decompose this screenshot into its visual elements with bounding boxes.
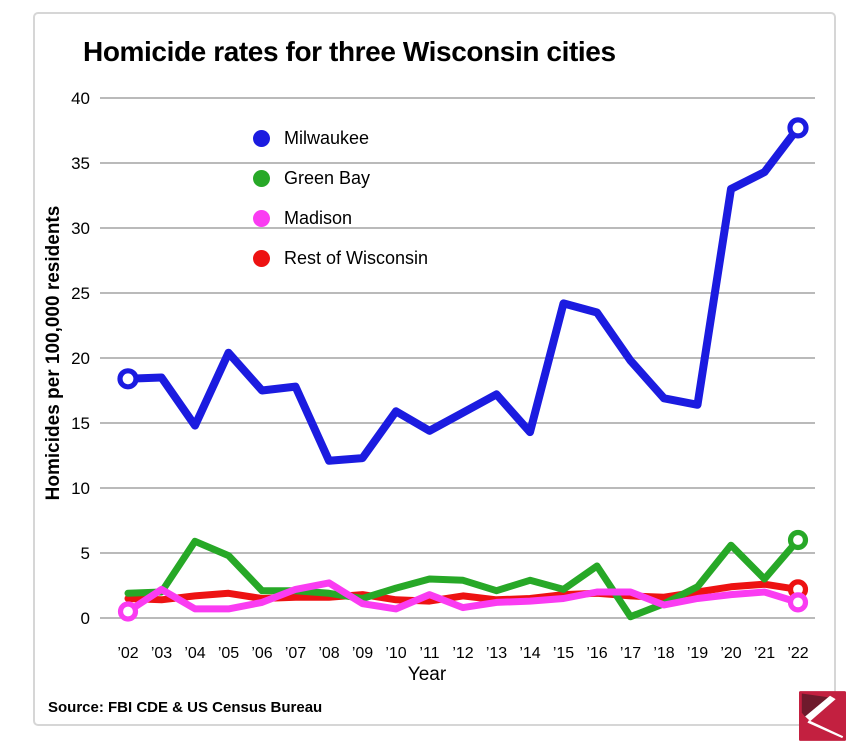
legend-label: Milwaukee — [284, 127, 370, 148]
x-tick-label-2009: ’09 — [352, 645, 373, 662]
x-tick-label-2019: ’19 — [687, 645, 708, 662]
x-tick-label-2017: ’17 — [620, 645, 641, 662]
y-tick-label-30: 30 — [71, 219, 90, 238]
logo-white-band — [805, 695, 836, 722]
y-tick-label-10: 10 — [71, 479, 90, 498]
legend-label: Madison — [284, 207, 353, 228]
x-tick-label-2021: ’21 — [754, 645, 775, 662]
y-tick-label-35: 35 — [71, 154, 90, 173]
y-tick-label-20: 20 — [71, 349, 90, 368]
series-line-milwaukee — [124, 123, 802, 465]
legend-item-madison: Madison — [253, 198, 428, 238]
legend-swatch — [253, 169, 270, 187]
y-tick-label-0: 0 — [81, 609, 90, 628]
chart-title: Homicide rates for three Wisconsin citie… — [83, 36, 616, 67]
series-line-madison — [124, 579, 802, 615]
marker-first-madison — [117, 601, 139, 622]
y-tick-label-5: 5 — [81, 544, 90, 563]
marker-last-green-bay — [787, 529, 809, 551]
x-tick-label-2022: ’22 — [787, 645, 808, 662]
marker-last-milwaukee — [787, 117, 809, 139]
x-tick-label-2012: ’12 — [452, 645, 473, 662]
x-tick-label-2006: ’06 — [251, 645, 272, 662]
legend-label: Green Bay — [284, 167, 371, 188]
logo-white-line — [807, 720, 844, 739]
x-tick-label-2011: ’11 — [419, 645, 439, 662]
legend-item-rest-of-wisconsin: Rest of Wisconsin — [253, 238, 428, 278]
series-line-green-bay — [124, 536, 802, 621]
x-tick-label-2005: ’05 — [218, 645, 239, 662]
source-attribution: Source: FBI CDE & US Census Bureau — [48, 699, 323, 716]
x-tick-label-2008: ’08 — [318, 645, 339, 662]
x-tick-label-2010: ’10 — [385, 645, 406, 662]
y-tick-label-15: 15 — [71, 414, 90, 433]
marker-last-madison — [787, 592, 809, 613]
legend-item-milwaukee: Milwaukee — [253, 118, 428, 158]
x-tick-label-2014: ’14 — [519, 645, 540, 662]
x-tick-label-2004: ’04 — [184, 645, 205, 662]
logo-dark-triangle — [801, 693, 829, 719]
marker-first-milwaukee — [117, 368, 139, 390]
x-tick-label-2020: ’20 — [720, 645, 741, 662]
y-tick-label-25: 25 — [71, 284, 90, 303]
x-tick-label-2013: ’13 — [486, 645, 507, 662]
y-axis-title: Homicides per 100,000 residents — [43, 205, 64, 501]
x-tick-label-2018: ’18 — [653, 645, 674, 662]
x-tick-label-2003: ’03 — [151, 645, 172, 662]
legend-swatch — [253, 249, 270, 267]
chart-legend: Milwaukee Green Bay Madison Rest of Wiscons… — [253, 118, 428, 278]
x-tick-label-2016: ’16 — [586, 645, 607, 662]
x-tick-label-2007: ’07 — [285, 645, 306, 662]
x-tick-label-2002: ’02 — [117, 645, 138, 662]
x-tick-label-2015: ’15 — [553, 645, 574, 662]
legend-swatch — [253, 209, 270, 227]
legend-label: Rest of Wisconsin — [284, 247, 429, 268]
y-tick-label-40: 40 — [71, 89, 90, 108]
x-axis-title: Year — [407, 664, 447, 685]
legend-swatch — [253, 129, 270, 147]
publisher-logo — [799, 691, 846, 741]
legend-item-green-bay: Green Bay — [253, 158, 428, 198]
